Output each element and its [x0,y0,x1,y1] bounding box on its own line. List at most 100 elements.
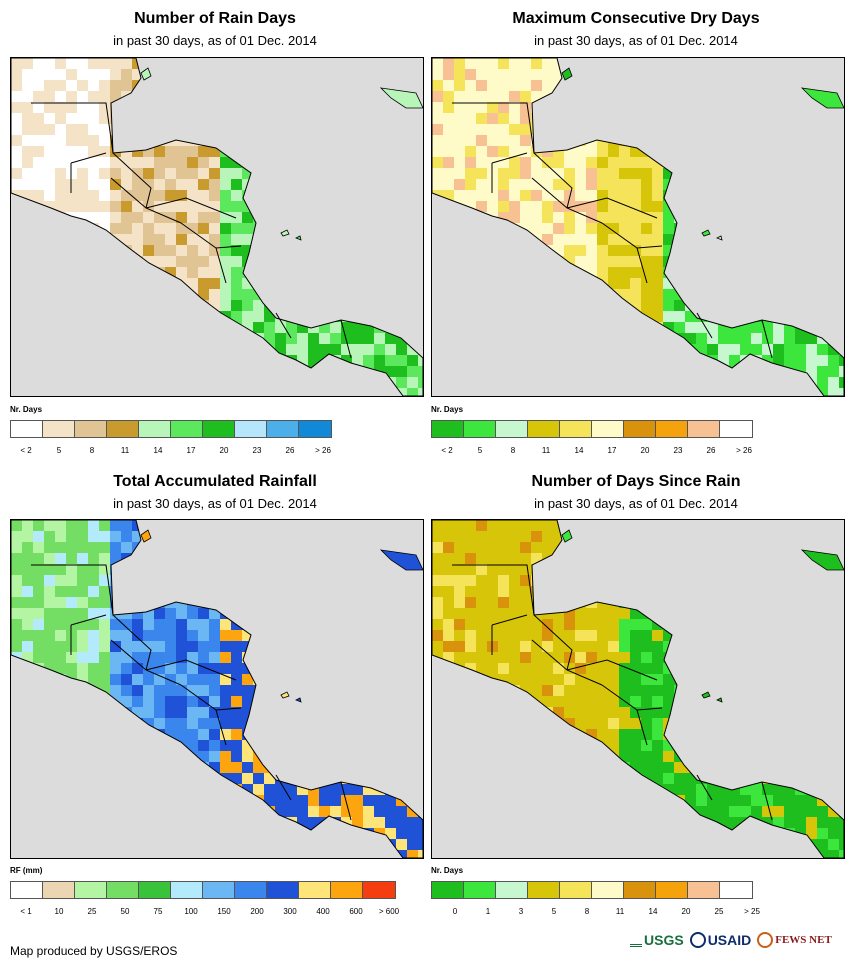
island [800,87,844,109]
island [800,549,844,571]
map-total-rainfall [10,519,424,859]
legend-swatch [656,882,688,898]
legend-swatch [688,421,720,437]
legend-swatch [75,421,107,437]
legend-label: 20 [640,446,650,455]
island [280,691,290,699]
country-border [696,312,713,339]
legend-label: 25 [87,907,97,916]
country-border [145,659,237,681]
legend-label: 17 [186,446,196,455]
legend-swatch [139,882,171,898]
country-border [145,197,237,219]
legend-label: 8 [89,446,95,455]
legend-swatch [560,421,592,437]
legend-swatch [560,882,592,898]
legend-swatch [107,882,139,898]
country-border [761,781,773,821]
panel-title: Total Accumulated Rainfall [113,473,317,490]
island [140,67,152,81]
legend-label: 5 [56,446,62,455]
legend-label: 11 [541,446,551,455]
legend-label: 14 [574,446,584,455]
legend-label: 5 [477,446,483,455]
legend-swatches [431,420,753,438]
land-grid [11,520,423,858]
island [379,87,423,109]
legend-label: 20 [681,907,691,916]
legend-swatch [624,882,656,898]
country-border [636,709,648,746]
legend-label: 5 [551,907,557,916]
legend-label: 300 [283,907,297,916]
legend-swatch [299,882,331,898]
legend-swatches [10,881,396,899]
usaid-logo: USAID [689,932,751,948]
island [295,235,302,241]
usgs-wave-icon [630,934,642,947]
usgs-logo: USGS [630,932,684,948]
legend-swatch [171,882,203,898]
legend-label: 50 [120,907,130,916]
legend-label: > 26 [315,446,331,455]
panel-days-since-rain: Number of Days Since Rain in past 30 day… [426,473,846,933]
country-border [566,197,658,219]
map-dry-days [431,57,845,397]
legend-swatch [139,421,171,437]
legend-label: > 26 [736,446,752,455]
island [701,229,711,237]
legend-swatch [363,882,395,898]
legend-label: 17 [607,446,617,455]
legend-swatch [235,421,267,437]
legend-swatch [528,421,560,437]
coastline [432,520,844,858]
legend-label: > 25 [744,907,760,916]
fews-globe-icon [757,932,774,948]
coastline [432,58,844,396]
panel-total-rainfall: Total Accumulated Rainfall in past 30 da… [5,473,425,933]
legend-swatch [11,421,43,437]
legend-label: 200 [250,907,264,916]
country-border [31,102,114,154]
legend-swatch [203,882,235,898]
legend-swatch [235,882,267,898]
legend-label: 14 [648,907,658,916]
legend-label: 10 [54,907,64,916]
legend-swatch [496,882,528,898]
legend-label: 11 [615,907,625,916]
legend-label: < 2 [441,446,453,455]
legend-label: 8 [510,446,516,455]
country-border [533,152,573,209]
legend-swatch [203,421,235,437]
country-border [636,247,648,284]
legend-label: 0 [452,907,458,916]
panel-subtitle: in past 30 days, as of 01 Dec. 2014 [113,496,317,511]
legend-label: 1 [485,907,491,916]
panel-rain-days: Number of Rain Days in past 30 days, as … [5,10,425,470]
legend-swatch [75,882,107,898]
country-border [452,564,535,616]
legend-label: 26 [285,446,295,455]
legend-swatch [299,421,331,437]
legend-label: 400 [316,907,330,916]
island [561,67,573,81]
legend-label: 26 [706,446,716,455]
island [140,529,152,543]
country-border [566,659,658,681]
legend-title: Nr. Days [431,405,464,414]
panel-subtitle: in past 30 days, as of 01 Dec. 2014 [113,33,317,48]
country-border [696,774,713,801]
legend-swatch [11,882,43,898]
panel-subtitle: in past 30 days, as of 01 Dec. 2014 [534,33,738,48]
legend-swatch [688,882,720,898]
legend-swatch [43,421,75,437]
legend-swatch [496,421,528,437]
logo-strip: USGS USAID FEWS NET [630,932,832,948]
country-border [275,774,292,801]
map-days-since-rain [431,519,845,859]
legend-swatch [624,421,656,437]
legend-swatch [464,421,496,437]
country-border [761,319,773,359]
legend-label: 75 [153,907,163,916]
legend-label: < 1 [20,907,32,916]
